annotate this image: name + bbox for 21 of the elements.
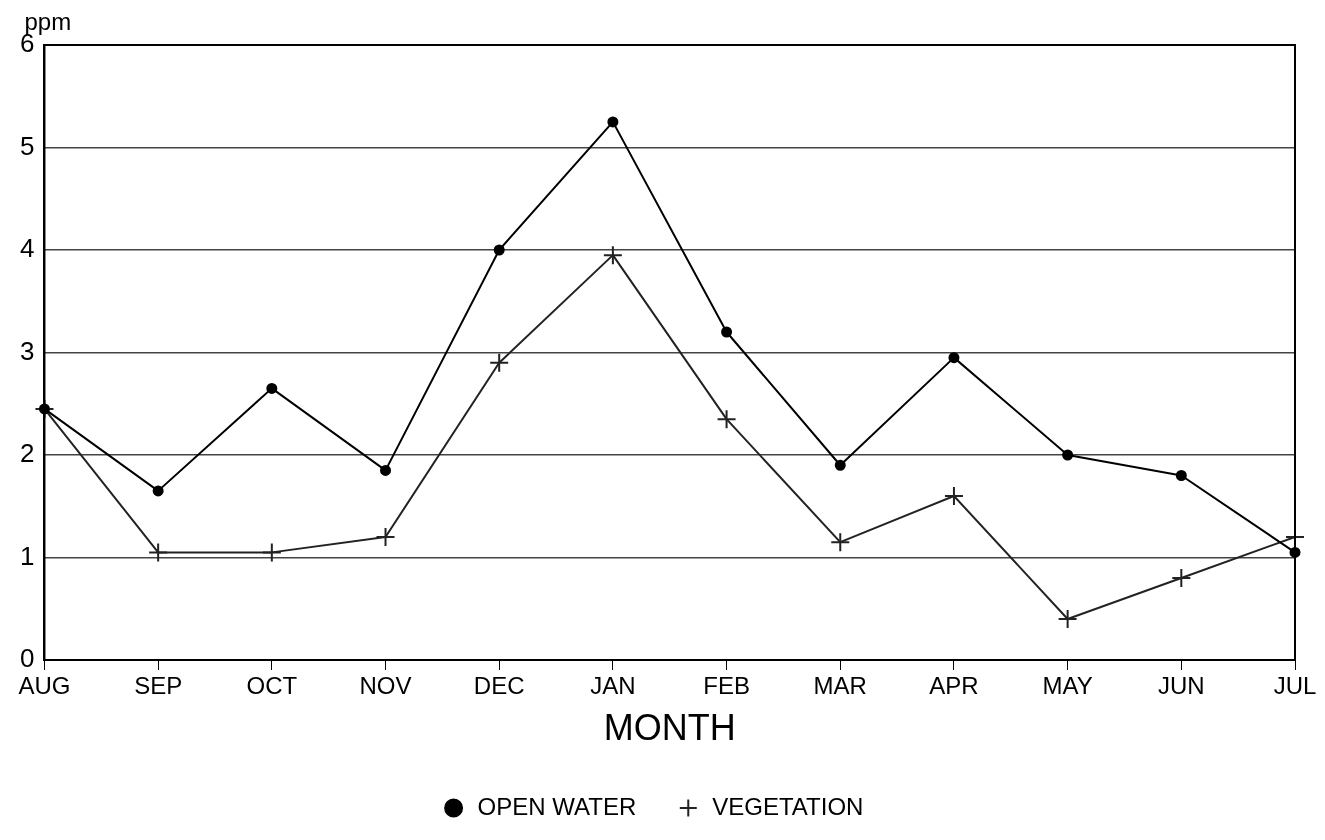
x-tick-label: JAN	[590, 672, 636, 700]
y-tick-label: 1	[19, 540, 35, 571]
x-axis-title: MONTH	[603, 707, 736, 749]
legend-label: VEGETATION	[712, 792, 864, 820]
x-tick-label: APR	[929, 672, 979, 700]
x-tick-label: JUL	[1273, 672, 1317, 700]
y-tick-label: 2	[19, 438, 35, 469]
x-tick-label: FEB	[703, 672, 750, 700]
x-tick-label: AUG	[18, 672, 71, 700]
x-tick-label: MAR	[813, 672, 867, 700]
y-tick-label: 4	[19, 233, 35, 264]
y-tick-label: 0	[19, 643, 35, 674]
y-tick-label: 5	[19, 130, 35, 161]
x-tick-label: NOV	[359, 672, 412, 700]
x-tick-label: DEC	[473, 672, 525, 700]
x-tick-label: SEP	[134, 672, 183, 700]
y-tick-label: 3	[19, 335, 35, 366]
x-tick-label: OCT	[246, 672, 298, 700]
legend-label: OPEN WATER	[477, 792, 637, 820]
x-tick-label: MAY	[1042, 672, 1093, 700]
x-tick-label: JUN	[1157, 672, 1205, 700]
